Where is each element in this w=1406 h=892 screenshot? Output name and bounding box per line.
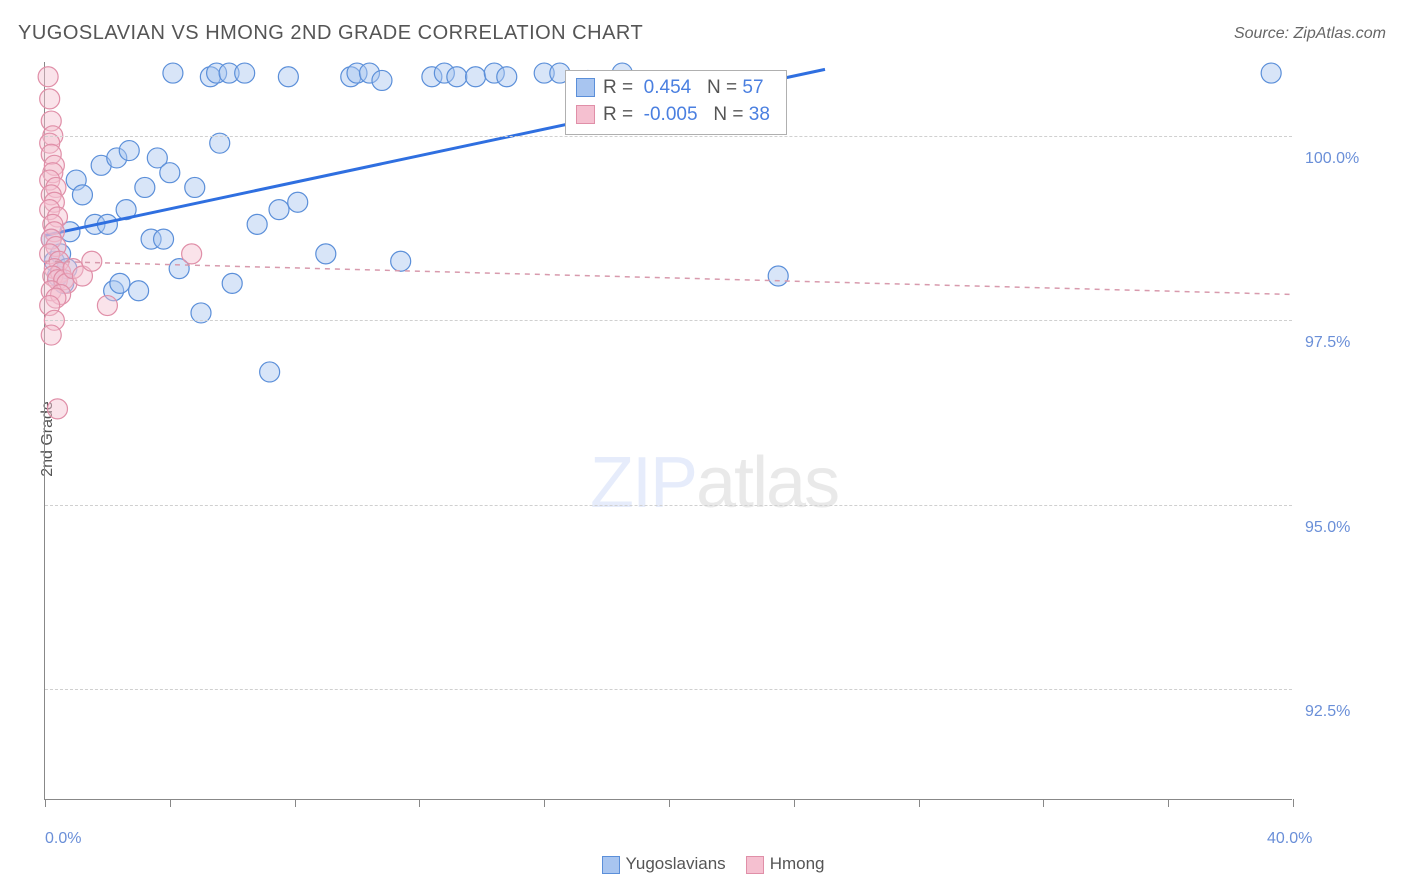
scatter-point xyxy=(110,273,130,293)
scatter-point xyxy=(38,67,58,87)
x-tick xyxy=(295,799,296,807)
stats-row: R = 0.454 N = 57 xyxy=(576,75,770,102)
legend-swatch xyxy=(602,856,620,874)
scatter-point xyxy=(163,63,183,83)
scatter-point xyxy=(447,67,467,87)
y-tick-label: 92.5% xyxy=(1305,703,1350,721)
legend-bottom: Yugoslavians Hmong xyxy=(0,854,1406,874)
scatter-point xyxy=(278,67,298,87)
scatter-point xyxy=(235,63,255,83)
scatter-point xyxy=(316,244,336,264)
scatter-point xyxy=(260,362,280,382)
source-label: Source: ZipAtlas.com xyxy=(1234,25,1386,43)
scatter-point xyxy=(768,266,788,286)
legend-label: Hmong xyxy=(770,854,825,873)
x-tick xyxy=(544,799,545,807)
scatter-point xyxy=(391,251,411,271)
x-tick xyxy=(794,799,795,807)
scatter-point xyxy=(72,185,92,205)
x-tick xyxy=(919,799,920,807)
x-tick xyxy=(45,799,46,807)
gridline xyxy=(45,320,1292,321)
scatter-point xyxy=(185,177,205,197)
gridline xyxy=(45,136,1292,137)
x-tick xyxy=(1168,799,1169,807)
scatter-point xyxy=(119,141,139,161)
scatter-point xyxy=(160,163,180,183)
scatter-point xyxy=(47,399,67,419)
scatter-point xyxy=(222,273,242,293)
stats-box: R = 0.454 N = 57R = -0.005 N = 38 xyxy=(565,70,787,135)
scatter-point xyxy=(269,200,289,220)
scatter-point xyxy=(1261,63,1281,83)
x-tick xyxy=(1043,799,1044,807)
series-swatch xyxy=(576,78,595,97)
x-tick xyxy=(1293,799,1294,807)
x-tick xyxy=(669,799,670,807)
r-value: -0.005 xyxy=(644,104,698,125)
chart-title: YUGOSLAVIAN VS HMONG 2ND GRADE CORRELATI… xyxy=(18,22,643,45)
scatter-point xyxy=(135,177,155,197)
plot-area: ZIPatlas R = 0.454 N = 57R = -0.005 N = … xyxy=(44,62,1292,800)
x-tick-label: 0.0% xyxy=(45,830,81,848)
x-tick xyxy=(419,799,420,807)
gridline xyxy=(45,505,1292,506)
scatter-point xyxy=(154,229,174,249)
y-tick-label: 97.5% xyxy=(1305,334,1350,352)
stats-row: R = -0.005 N = 38 xyxy=(576,102,770,129)
scatter-point xyxy=(372,70,392,90)
r-value: 0.454 xyxy=(644,77,692,98)
scatter-point xyxy=(182,244,202,264)
n-value: 57 xyxy=(742,77,763,98)
scatter-point xyxy=(82,251,102,271)
legend-label: Yugoslavians xyxy=(626,854,726,873)
scatter-point xyxy=(288,192,308,212)
scatter-point xyxy=(40,89,60,109)
x-tick xyxy=(170,799,171,807)
series-swatch xyxy=(576,105,595,124)
scatter-point xyxy=(97,296,117,316)
scatter-point xyxy=(466,67,486,87)
y-tick-label: 100.0% xyxy=(1305,150,1359,168)
scatter-point xyxy=(497,67,517,87)
x-tick-label: 40.0% xyxy=(1267,830,1312,848)
scatter-point xyxy=(129,281,149,301)
n-value: 38 xyxy=(749,104,770,125)
gridline xyxy=(45,689,1292,690)
scatter-point xyxy=(247,214,267,234)
scatter-point xyxy=(41,325,61,345)
y-tick-label: 95.0% xyxy=(1305,519,1350,537)
legend-swatch xyxy=(746,856,764,874)
